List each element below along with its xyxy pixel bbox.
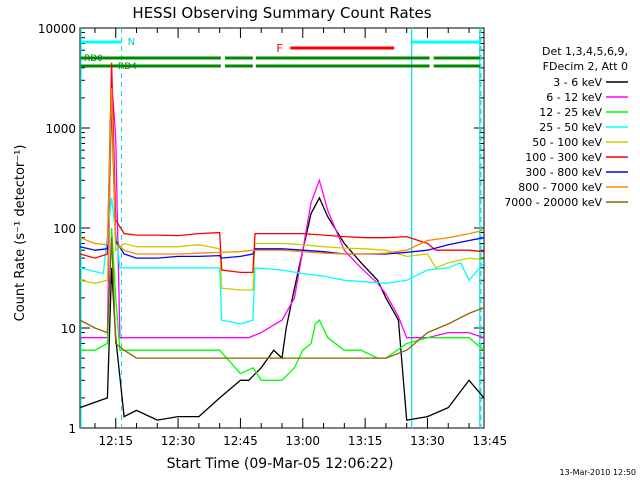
legend-entry-label: 3 - 6 keV: [553, 76, 602, 89]
legend-entry-label: 7000 - 20000 keV: [504, 196, 602, 209]
y-tick-label: 1: [68, 422, 76, 436]
series-line-5: [80, 62, 484, 274]
y-tick-label: 1000: [45, 122, 76, 136]
x-axis-label: Start Time (09-Mar-05 12:06:22): [167, 456, 394, 472]
plot-frame: [79, 27, 485, 429]
y-tick-label: 10000: [38, 22, 76, 36]
x-tick-label: 13:00: [285, 434, 320, 448]
rd0-label: RD0: [84, 54, 103, 64]
legend-entry-label: 800 - 7000 keV: [518, 181, 602, 194]
legend-header-2: FDecim 2, Att 0: [543, 60, 628, 73]
x-tick-label: 13:15: [348, 434, 383, 448]
flare-label: F: [276, 42, 282, 55]
y-tick-label: 10: [61, 322, 76, 336]
x-tick-label: 13:45: [473, 434, 508, 448]
x-tick-label: 13:30: [410, 434, 445, 448]
rd4-label: RD4: [118, 62, 137, 72]
legend-entry-label: 50 - 100 keV: [532, 136, 602, 149]
legend-entry-label: 100 - 300 keV: [525, 151, 602, 164]
legend-entry-label: 300 - 800 keV: [525, 166, 602, 179]
x-tick-label: 12:45: [223, 434, 258, 448]
series-line-0: [80, 196, 484, 421]
legend-header-1: Det 1,3,4,5,6,9,: [542, 45, 628, 58]
x-tick-label: 12:30: [161, 434, 196, 448]
y-axis-label: Count Rate (s⁻¹ detector⁻¹): [13, 145, 28, 322]
series-line-3: [80, 197, 484, 325]
x-tick-label: 12:15: [98, 434, 133, 448]
series-line-1: [80, 80, 484, 339]
series-line-2: [80, 227, 484, 381]
footer-date: 13-Mar-2010 12:50: [560, 468, 637, 477]
legend-entry-label: 25 - 50 keV: [539, 121, 602, 134]
legend-entry-label: 12 - 25 keV: [539, 106, 602, 119]
series-line-4: [80, 110, 484, 291]
legend-entry-label: 6 - 12 keV: [546, 91, 602, 104]
y-tick-label: 100: [53, 222, 76, 236]
series-line-8: [80, 237, 484, 359]
series-line-7: [80, 88, 484, 255]
chart-title: HESSI Observing Summary Count Rates: [132, 4, 431, 22]
night-label: N: [128, 37, 135, 48]
series-line-6: [80, 97, 484, 259]
